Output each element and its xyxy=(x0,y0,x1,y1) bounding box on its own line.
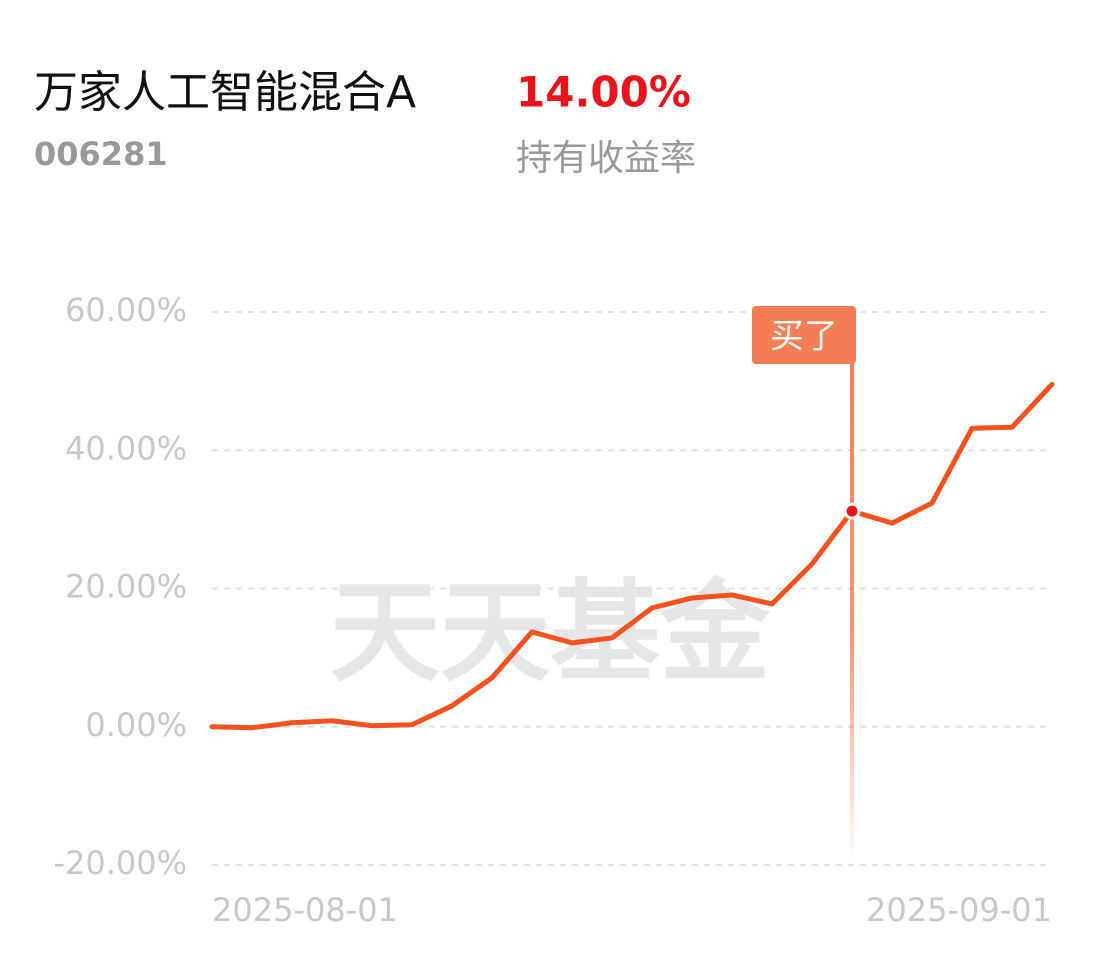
buy-marker-line xyxy=(850,360,854,865)
y-tick-label: 20.00% xyxy=(65,568,187,606)
buy-marker-box xyxy=(752,306,856,364)
buy-point xyxy=(843,502,861,520)
return-caption: 持有收益率 xyxy=(516,138,696,179)
x-tick-label: 2025-09-01 xyxy=(866,891,1052,929)
y-tick-label: -20.00% xyxy=(53,844,187,882)
y-tick-label: 60.00% xyxy=(65,291,187,329)
fund-code: 006281 xyxy=(34,135,168,173)
y-tick-label: 40.00% xyxy=(65,429,187,467)
x-tick-label: 2025-08-01 xyxy=(212,891,398,929)
y-tick-label: 0.00% xyxy=(85,706,187,744)
watermark: 天天基金 xyxy=(330,568,771,696)
fund-title: 万家人工智能混合A xyxy=(34,67,416,118)
line xyxy=(209,381,1055,731)
buy-marker-label: 买了 xyxy=(770,317,838,357)
return-value: 14.00% xyxy=(516,68,691,117)
